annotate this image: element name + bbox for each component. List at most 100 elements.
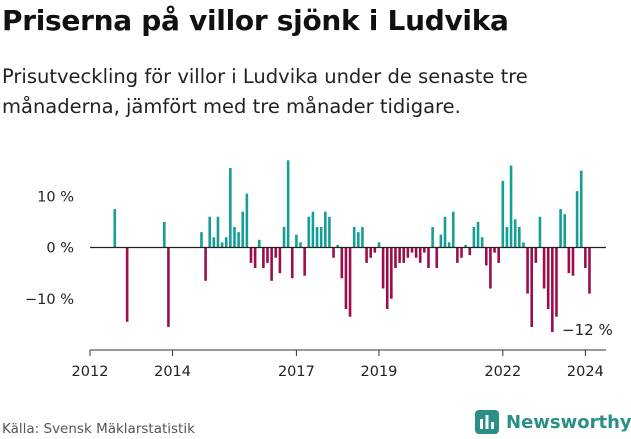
bar [336,244,339,248]
bar [505,227,509,248]
bar [270,247,273,281]
x-tick-label: 2014 [154,364,191,380]
bar [229,168,232,248]
bar-chart: 10 % 0 % −10 % 2012 2014 2017 2019 2022 2024 −12 … [25,160,613,380]
bar [423,247,426,253]
brand-name: Newsworthy [506,411,631,433]
bar [563,214,567,248]
bar [373,247,377,253]
bar [340,247,344,279]
bar [538,216,542,248]
bar [315,227,319,248]
bar [394,247,397,268]
bar [278,247,282,274]
bar [522,242,525,248]
bar [245,193,249,248]
bar [398,247,401,263]
bar [493,247,496,253]
bar [468,247,472,256]
bar [204,247,207,281]
bar [414,247,418,258]
bar [208,216,212,248]
bar [220,242,224,248]
bar [348,247,352,317]
bar [456,247,459,263]
bar [352,227,356,248]
bar [361,227,364,248]
bar [418,247,422,263]
bar [319,227,323,248]
bar [200,232,203,248]
bar [303,247,306,276]
bar [571,247,575,276]
bar [385,247,389,309]
bar [555,247,558,317]
y-tick-label: −10 % [25,292,74,308]
bar [266,247,269,263]
bar [559,209,562,248]
bar [257,239,261,248]
bar [410,247,414,253]
bar [274,247,278,258]
bar [534,247,538,263]
bar [575,191,579,248]
bar [447,242,451,248]
bar [357,232,360,248]
chart-title: Priserna på villor sjönk i Ludvika [2,4,509,37]
bar [311,211,315,248]
bar [332,247,335,258]
bar [365,247,368,263]
bar [579,170,583,248]
bar [381,247,385,289]
x-tick-label: 2012 [72,364,109,380]
bar [518,227,521,248]
bar [282,227,286,248]
bar [390,247,393,299]
x-tick-label: 2019 [361,364,398,380]
bar [480,237,484,248]
bar [125,247,129,322]
bar [216,216,220,248]
bar [233,227,236,248]
bar [584,247,587,268]
bar [224,237,228,248]
bar [509,165,513,248]
bar [307,216,311,248]
latest-value-label: −12 % [562,321,613,339]
bar [530,247,533,327]
brand-logo: Newsworthy [474,408,631,436]
bar [513,219,517,248]
bar [460,247,463,258]
source-note: Källa: Svensk Mäklarstatistik [2,421,195,437]
bar [464,244,467,248]
bar [427,247,430,268]
bar [406,247,410,258]
bar [472,227,476,248]
bar [241,211,245,248]
bar [262,247,265,268]
bar [439,234,443,248]
bar [324,211,327,248]
bar [443,216,447,248]
bar [551,247,554,333]
bar [476,221,480,248]
bar [369,247,372,258]
bar [344,247,348,309]
bar [295,234,298,248]
bar [484,247,488,266]
bar [497,247,500,263]
bar [431,227,434,248]
bar [567,247,571,274]
bar [253,247,257,268]
x-tick-label: 2017 [278,364,315,380]
bar [299,242,302,248]
bar [290,247,294,279]
bar [542,247,546,289]
newsworthy-logo-icon [475,410,499,434]
bar [546,247,550,309]
bar [212,237,216,248]
x-tick-label: 2022 [484,364,521,380]
bar [167,247,170,327]
bar [113,209,117,248]
bar [501,180,505,248]
